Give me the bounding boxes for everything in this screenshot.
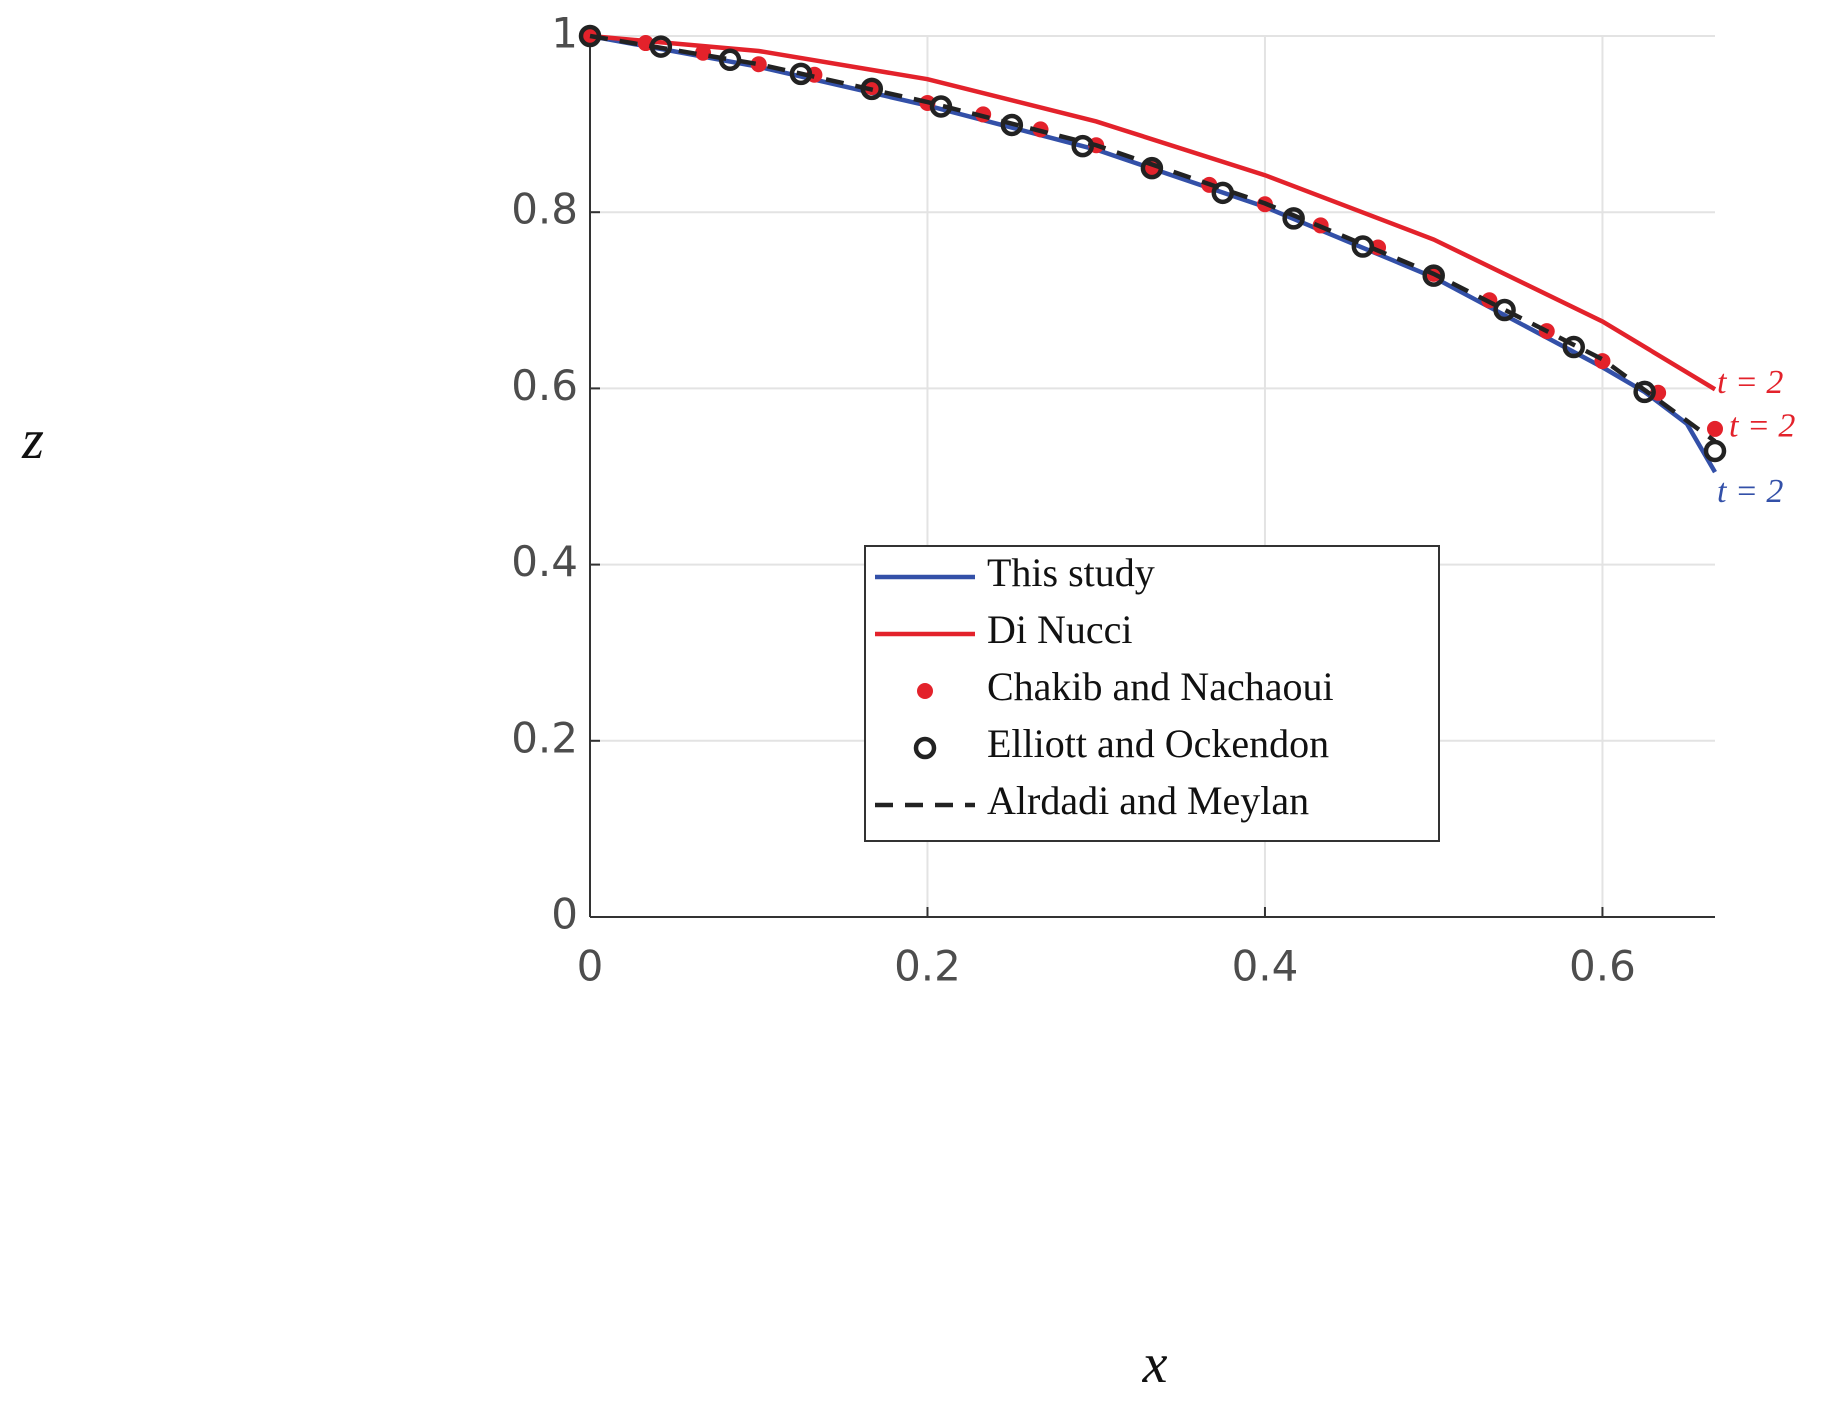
legend-label: Alrdadi and Meylan: [987, 778, 1309, 823]
series-line: [589, 33, 1717, 444]
y-tick-label: 0: [551, 890, 578, 939]
legend-swatch: [917, 683, 933, 699]
legend-swatch: [913, 736, 937, 760]
series-marker: [1000, 113, 1024, 137]
x-tick-label: 0.4: [1232, 942, 1299, 991]
legend-box: [864, 545, 1440, 842]
y-tick-label: 0.4: [511, 537, 578, 586]
legend-label: Chakib and Nachaoui: [987, 664, 1334, 709]
series-marker: [1562, 335, 1586, 359]
y-tick-label: 1: [551, 9, 578, 58]
series-marker: [1633, 380, 1656, 404]
series-marker: [1422, 264, 1445, 287]
legend-label: This study: [987, 550, 1155, 595]
legend-label: Di Nucci: [987, 607, 1133, 652]
x-tick-label: 0.2: [894, 942, 961, 991]
legend-label: Elliott and Ockendon: [987, 721, 1329, 766]
series-marker: [1703, 439, 1727, 463]
end-label: t = 2: [1717, 364, 1783, 401]
end-label: t = 2: [1717, 473, 1783, 510]
series-marker: [750, 56, 767, 73]
y-axis-label: z: [21, 409, 44, 471]
series-line: [589, 33, 1717, 392]
x-axis-label: x: [1142, 1333, 1168, 1395]
series-marker: [1707, 420, 1723, 437]
y-tick-label: 0.6: [511, 361, 578, 410]
series-marker: [1493, 298, 1516, 322]
y-tick-label: 0.2: [511, 713, 578, 762]
series-marker: [695, 44, 712, 61]
series-line: [589, 33, 1717, 474]
x-tick-label: 0: [577, 942, 604, 991]
x-tick-label: 0.6: [1569, 942, 1636, 991]
end-label: t = 2: [1729, 408, 1795, 445]
y-tick-label: 0.8: [511, 185, 578, 234]
